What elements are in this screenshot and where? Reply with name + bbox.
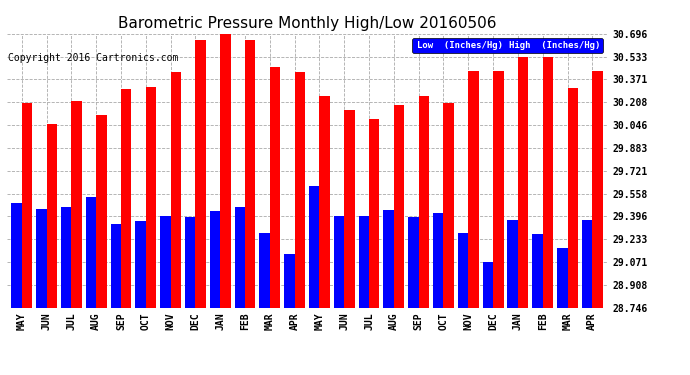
- Bar: [270, 67, 280, 308]
- Bar: [394, 105, 404, 308]
- Bar: [47, 124, 57, 308]
- Bar: [121, 89, 131, 308]
- Bar: [110, 224, 121, 308]
- Bar: [319, 96, 330, 308]
- Bar: [419, 96, 429, 308]
- Bar: [433, 213, 444, 308]
- Bar: [444, 104, 454, 308]
- Text: Copyright 2016 Cartronics.com: Copyright 2016 Cartronics.com: [8, 53, 179, 63]
- Legend: Low  (Inches/Hg), High  (Inches/Hg): Low (Inches/Hg), High (Inches/Hg): [412, 38, 602, 53]
- Bar: [96, 115, 107, 308]
- Bar: [170, 72, 181, 308]
- Bar: [582, 220, 592, 308]
- Bar: [458, 232, 469, 308]
- Bar: [22, 104, 32, 308]
- Bar: [408, 217, 419, 308]
- Bar: [532, 234, 543, 308]
- Bar: [135, 221, 146, 308]
- Bar: [210, 211, 220, 308]
- Bar: [493, 71, 504, 308]
- Bar: [518, 57, 529, 308]
- Bar: [592, 71, 603, 308]
- Bar: [61, 207, 71, 308]
- Bar: [369, 119, 380, 308]
- Bar: [195, 40, 206, 308]
- Bar: [160, 216, 170, 308]
- Bar: [185, 217, 195, 308]
- Bar: [384, 210, 394, 308]
- Bar: [344, 110, 355, 308]
- Bar: [334, 216, 344, 308]
- Bar: [359, 216, 369, 308]
- Bar: [71, 100, 82, 308]
- Bar: [557, 248, 567, 308]
- Bar: [295, 72, 305, 308]
- Bar: [309, 186, 319, 308]
- Bar: [220, 32, 230, 308]
- Bar: [259, 232, 270, 308]
- Bar: [543, 57, 553, 308]
- Bar: [567, 88, 578, 308]
- Title: Barometric Pressure Monthly High/Low 20160506: Barometric Pressure Monthly High/Low 201…: [118, 16, 496, 31]
- Bar: [469, 71, 479, 308]
- Bar: [11, 203, 22, 308]
- Bar: [245, 40, 255, 308]
- Bar: [235, 207, 245, 308]
- Bar: [284, 254, 295, 308]
- Bar: [483, 262, 493, 308]
- Bar: [86, 198, 96, 308]
- Bar: [507, 220, 518, 308]
- Bar: [146, 87, 156, 308]
- Bar: [36, 209, 47, 308]
